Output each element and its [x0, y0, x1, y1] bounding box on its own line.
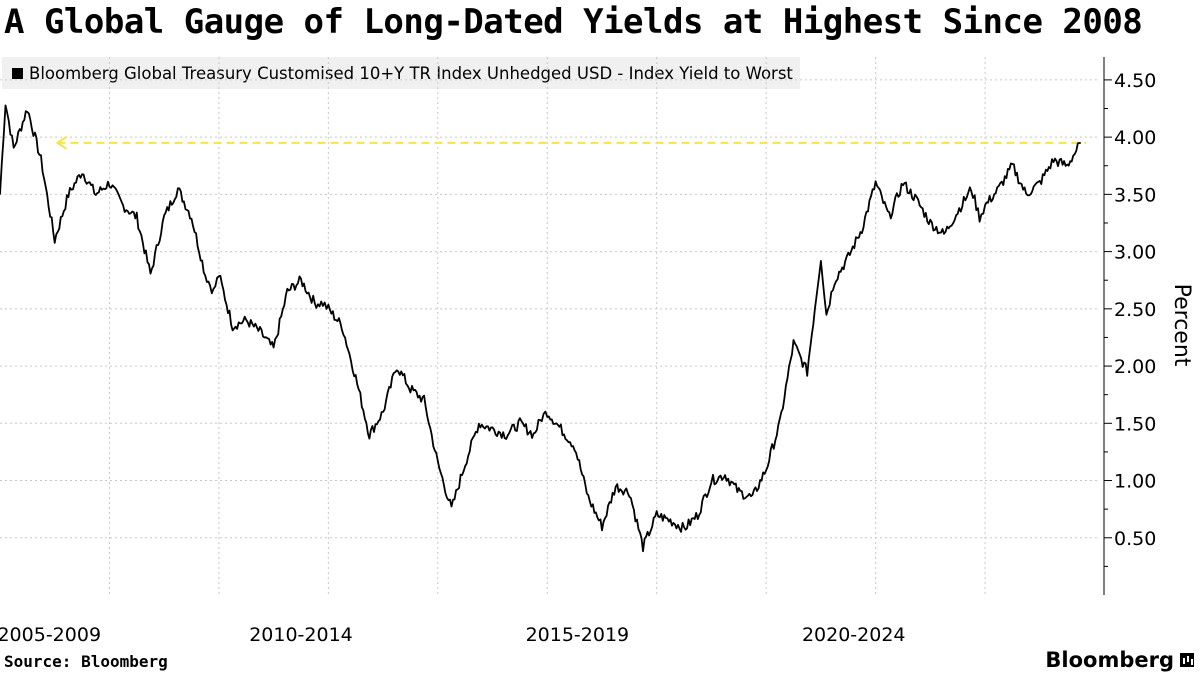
logo-text: Bloomberg	[1045, 648, 1174, 672]
y-axis: 0.50 1.00 1.50 2.00 2.50 3.00 3.50 4.00 4.50	[1103, 57, 1156, 595]
y-tick-label-4: 2.50	[1114, 299, 1156, 321]
y-gridlines	[0, 79, 1100, 539]
y-tick-label-7: 4.00	[1114, 127, 1156, 149]
x-gridlines	[108, 57, 986, 595]
x-group-label-1: 2010-2014	[249, 624, 353, 646]
x-group-label-3: 2020-2024	[802, 624, 906, 646]
x-group-label-0: 2005-2009	[0, 624, 101, 646]
y-tick-label-1: 1.00	[1114, 471, 1156, 493]
reference-line	[55, 136, 1087, 150]
x-group-label-2: 2015-2019	[526, 624, 630, 646]
y-tick-label-6: 3.50	[1114, 184, 1156, 206]
x-axis-labels: 2005-2009 2010-2014 2015-2019 2020-2024	[0, 624, 906, 646]
y-tick-label-5: 3.00	[1114, 242, 1156, 264]
reference-arrowhead	[55, 136, 68, 150]
source-note: Source: Bloomberg	[4, 652, 168, 671]
y-tick-label-0: 0.50	[1114, 528, 1156, 550]
series-line-yield	[0, 104, 1081, 553]
legend-label: Bloomberg Global Treasury Customised 10+…	[29, 63, 793, 83]
chart-title: A Global Gauge of Long-Dated Yields at H…	[4, 2, 1143, 42]
y-tick-label-3: 2.00	[1114, 356, 1156, 378]
legend-swatch	[12, 67, 23, 79]
series-layer	[0, 104, 1081, 553]
y-tick-label-8: 4.50	[1114, 70, 1156, 92]
legend: Bloomberg Global Treasury Customised 10+…	[2, 57, 800, 89]
y-axis-label: Percent	[1169, 284, 1194, 367]
y-tick-label-2: 1.50	[1114, 413, 1156, 435]
bloomberg-logo: Bloomberg	[1045, 648, 1194, 672]
bloomberg-terminal-icon	[1180, 653, 1194, 667]
